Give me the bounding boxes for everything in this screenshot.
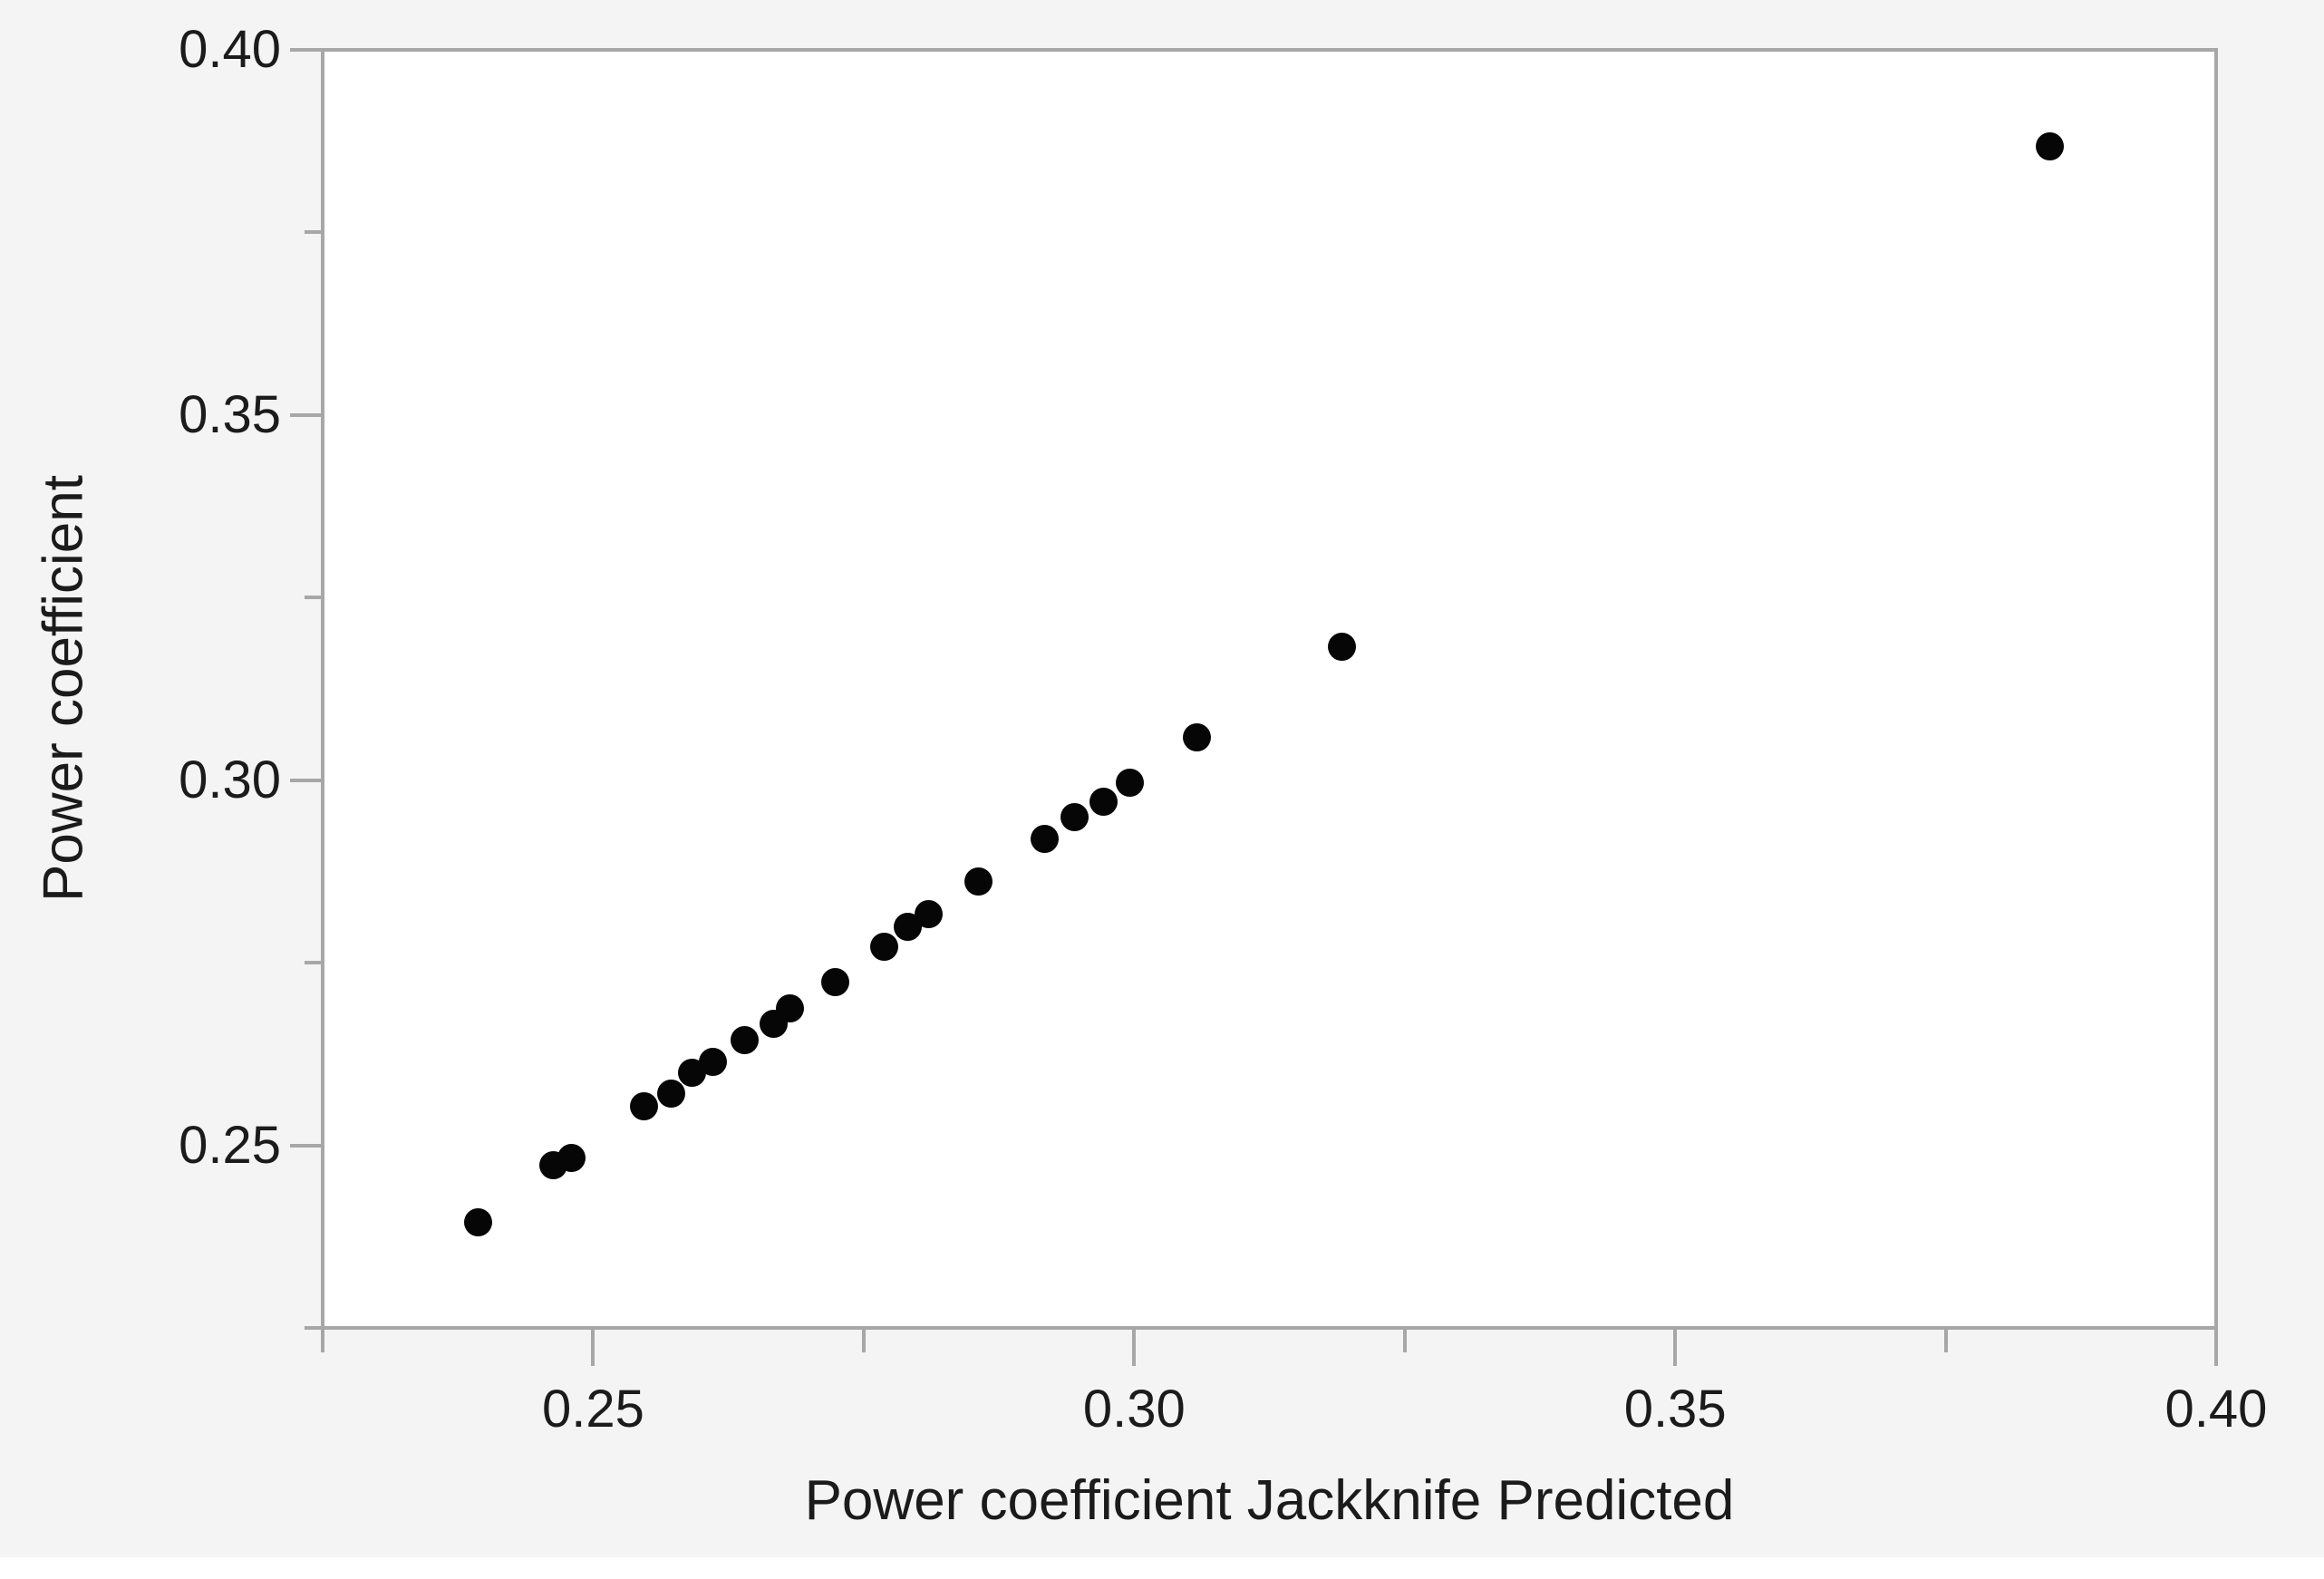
data-point[interactable] bbox=[963, 867, 993, 896]
x-axis-major-tick bbox=[591, 1330, 596, 1366]
x-tick-label: 0.35 bbox=[1623, 1380, 1727, 1439]
data-point[interactable] bbox=[557, 1143, 586, 1172]
y-axis-major-tick bbox=[290, 778, 321, 782]
data-point[interactable] bbox=[1030, 825, 1059, 854]
y-axis-minor-tick bbox=[305, 1326, 321, 1330]
x-axis-minor-tick bbox=[1943, 1330, 1948, 1352]
y-axis-minor-tick bbox=[305, 230, 321, 235]
x-tick-label: 0.30 bbox=[1082, 1380, 1186, 1439]
x-axis-major-tick bbox=[1132, 1330, 1137, 1366]
bottom-margin bbox=[0, 1557, 2324, 1579]
x-tick-label: 0.25 bbox=[541, 1380, 644, 1439]
y-axis-major-tick bbox=[290, 412, 321, 417]
y-tick-label: 0.35 bbox=[179, 384, 281, 444]
data-point[interactable] bbox=[699, 1048, 728, 1077]
data-point[interactable] bbox=[1327, 632, 1356, 661]
y-axis-minor-tick bbox=[305, 596, 321, 600]
data-point[interactable] bbox=[2035, 131, 2064, 160]
x-axis-major-tick bbox=[1673, 1330, 1678, 1366]
data-point[interactable] bbox=[731, 1026, 760, 1055]
x-axis-major-tick bbox=[2214, 1330, 2218, 1366]
plot-area[interactable] bbox=[321, 48, 2218, 1330]
y-tick-label: 0.25 bbox=[179, 1115, 281, 1175]
y-axis-minor-tick bbox=[305, 961, 321, 965]
y-tick-label: 0.30 bbox=[179, 750, 281, 809]
x-axis-minor-tick bbox=[321, 1330, 324, 1352]
x-axis-minor-tick bbox=[1402, 1330, 1407, 1352]
data-point[interactable] bbox=[464, 1207, 493, 1236]
data-point[interactable] bbox=[1060, 803, 1089, 832]
x-axis-minor-tick bbox=[861, 1330, 866, 1352]
x-tick-label: 0.40 bbox=[2164, 1380, 2268, 1439]
data-point[interactable] bbox=[656, 1079, 685, 1108]
data-point[interactable] bbox=[1116, 768, 1144, 797]
y-tick-label: 0.40 bbox=[179, 20, 281, 79]
data-point[interactable] bbox=[776, 994, 805, 1023]
y-axis-major-tick bbox=[290, 1143, 321, 1148]
data-point[interactable] bbox=[870, 932, 899, 961]
data-point[interactable] bbox=[821, 967, 850, 996]
data-point[interactable] bbox=[630, 1091, 659, 1120]
x-axis-title: Power coefficient Jackknife Predicted bbox=[804, 1469, 1735, 1532]
y-axis-major-tick bbox=[290, 48, 321, 52]
y-axis-title: Power coefficient bbox=[32, 475, 95, 903]
data-point[interactable] bbox=[1183, 722, 1212, 751]
data-point[interactable] bbox=[1089, 787, 1118, 816]
data-point[interactable] bbox=[914, 899, 943, 928]
